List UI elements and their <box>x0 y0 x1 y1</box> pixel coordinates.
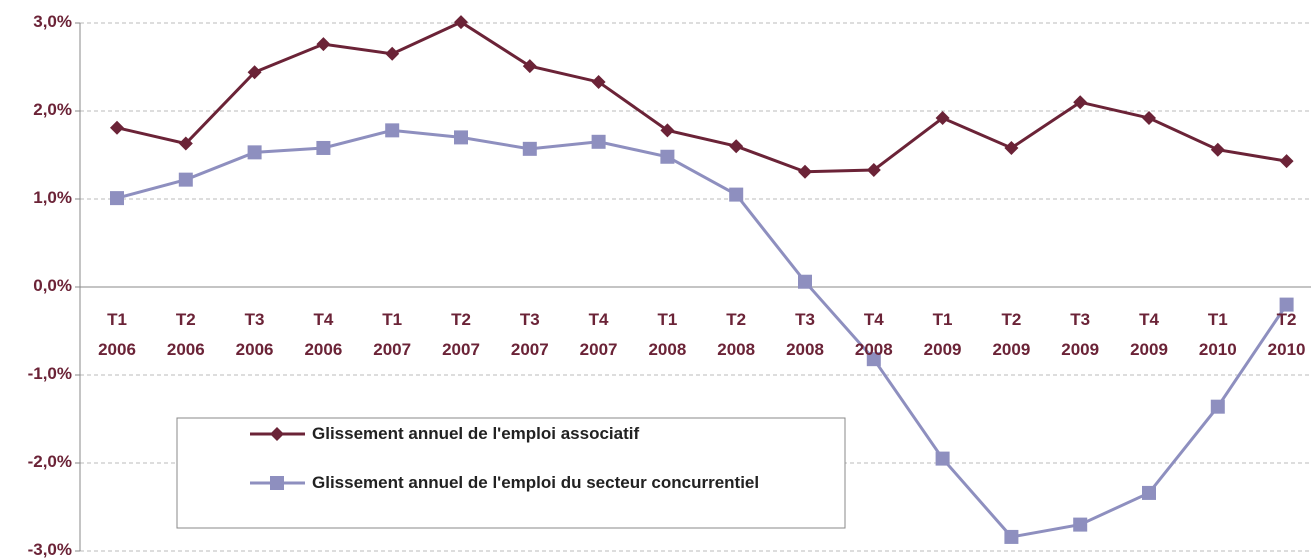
x-tick-label: T4 2006 <box>304 310 343 359</box>
x-tick-label: T2 2006 <box>166 310 205 359</box>
x-tick-label: T1 2010 <box>1198 310 1237 359</box>
point <box>1073 517 1088 532</box>
legend-label: Glissement annuel de l'emploi associatif <box>312 424 640 443</box>
y-tick-label: -2,0% <box>27 452 72 471</box>
point <box>316 37 331 52</box>
point <box>935 111 950 126</box>
point <box>1279 297 1294 312</box>
y-tick-label: 0,0% <box>33 276 72 295</box>
point <box>316 140 331 155</box>
point <box>522 141 537 156</box>
x-tick-label: T2 2008 <box>717 310 756 359</box>
x-tick-label: T1 2009 <box>923 310 962 359</box>
point <box>385 46 400 61</box>
point <box>110 191 124 206</box>
point <box>110 120 124 135</box>
legend <box>176 417 846 529</box>
x-tick-label: T2 2010 <box>1267 310 1306 359</box>
y-tick-label: 1,0% <box>33 188 72 207</box>
point <box>178 136 193 151</box>
x-tick-label: T3 2007 <box>510 310 549 359</box>
series-line <box>116 128 1288 539</box>
point <box>798 274 812 289</box>
point <box>1004 140 1019 155</box>
point <box>454 130 468 145</box>
x-tick-label: T4 2008 <box>854 310 893 359</box>
y-tick-label: 3,0% <box>33 12 72 31</box>
point <box>1210 399 1225 414</box>
x-tick-label: T3 2009 <box>1061 310 1100 359</box>
point <box>935 451 950 466</box>
point <box>1004 529 1019 544</box>
legend-marker <box>270 427 284 441</box>
point <box>798 164 812 179</box>
point <box>660 123 675 138</box>
point <box>591 134 606 149</box>
point <box>591 74 606 89</box>
point <box>866 162 881 177</box>
point <box>1142 485 1156 500</box>
point <box>1210 142 1225 157</box>
x-tick-label: T1 2007 <box>373 310 412 359</box>
x-tick-label: T3 2008 <box>786 310 824 359</box>
point <box>247 65 262 80</box>
point <box>385 123 400 138</box>
x-tick-label: T1 2008 <box>648 310 687 359</box>
series-line <box>116 20 1287 174</box>
y-tick-label: 2,0% <box>33 100 72 119</box>
y-tick-label: -1,0% <box>27 364 72 383</box>
point <box>866 352 881 367</box>
point <box>522 59 537 74</box>
point <box>178 172 193 187</box>
point <box>247 145 262 160</box>
point <box>1073 95 1088 110</box>
x-tick-label: T3 2006 <box>235 310 274 359</box>
legend-label: Glissement annuel de l'emploi du secteur… <box>312 473 760 492</box>
x-tick-label: T4 2009 <box>1130 310 1168 359</box>
legend-marker <box>270 476 284 490</box>
x-tick-label: T2 2009 <box>992 310 1031 359</box>
x-tick-label: T4 2007 <box>579 310 618 359</box>
point <box>729 187 744 202</box>
x-tick-label: T2 2007 <box>442 310 480 359</box>
point <box>660 149 675 164</box>
point <box>729 139 744 154</box>
point <box>1142 111 1156 126</box>
point <box>454 15 468 30</box>
y-tick-label: -3,0% <box>27 540 72 559</box>
x-tick-label: T1 2006 <box>98 310 136 359</box>
point <box>1279 154 1294 169</box>
